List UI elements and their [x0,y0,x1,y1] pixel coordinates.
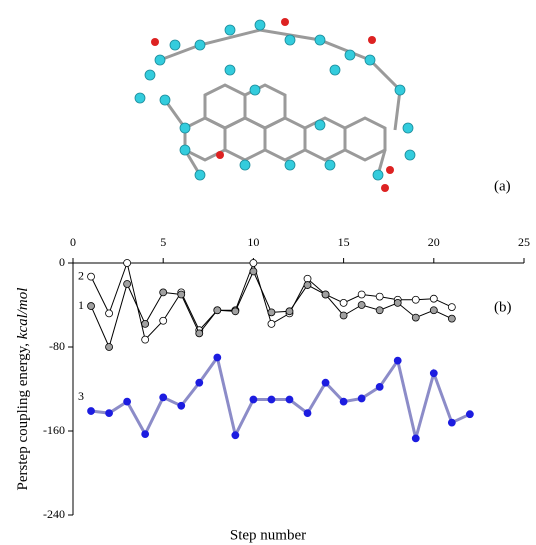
data-point [106,310,113,317]
series-label: 2 [78,268,84,282]
x-axis-label: Step number [230,527,306,543]
y-tick-label: -80 [49,339,65,353]
data-point [412,435,419,442]
y-axis-label-text: Perstep coupling energy, [15,339,31,490]
x-tick-label: 20 [428,235,440,249]
data-point [430,307,437,314]
data-point [340,398,347,405]
data-point [466,411,473,418]
panel-label: (b) [494,299,512,315]
data-point [394,357,401,364]
series-label: 3 [78,389,84,403]
data-point [448,304,455,311]
data-point [124,398,131,405]
data-point [304,282,311,289]
data-point [160,317,167,324]
data-point [106,410,113,417]
data-point [142,431,149,438]
data-point [232,308,239,315]
data-point [430,370,437,377]
data-point [394,299,401,306]
data-point [88,303,95,310]
data-point [160,394,167,401]
data-point [448,419,455,426]
data-point [142,320,149,327]
data-point [250,396,257,403]
data-point [268,396,275,403]
data-point [160,289,167,296]
data-point [214,354,221,361]
data-point [358,291,365,298]
molecule [160,30,400,175]
data-point [268,320,275,327]
data-point [124,281,131,288]
y-tick-label: -240 [43,507,65,521]
figure: (a) (b) Step number Perstep coupling ene… [0,0,536,545]
data-point [124,260,131,267]
data-point [286,308,293,315]
data-point [250,260,257,267]
panel-label: (a) [494,178,511,194]
data-point [340,299,347,306]
y-tick-label: 0 [59,255,65,269]
data-point [376,383,383,390]
data-point [214,307,221,314]
data-point [376,293,383,300]
y-axis-label: Perstep coupling energy, kcal/mol [15,288,31,491]
data-point [250,268,257,275]
data-point [142,336,149,343]
data-point [412,314,419,321]
data-point [286,396,293,403]
data-point [268,309,275,316]
data-point [430,295,437,302]
data-point [196,330,203,337]
data-point [358,302,365,309]
oxygen-atoms [151,18,394,192]
data-point [106,344,113,351]
data-point [178,402,185,409]
data-point [412,296,419,303]
data-point [196,379,203,386]
data-point [376,307,383,314]
x-tick-label: 5 [160,235,166,249]
x-tick-label: 25 [518,235,530,249]
data-point [88,273,95,280]
data-point [448,315,455,322]
series-line [91,358,470,439]
data-point [358,395,365,402]
data-point [322,291,329,298]
y-tick-label: -160 [43,423,65,437]
series-label: 1 [78,298,84,312]
x-tick-label: 0 [70,235,76,249]
data-point [322,379,329,386]
data-point [178,291,185,298]
data-point [340,312,347,319]
x-tick-label: 15 [338,235,350,249]
y-axis-label-unit: kcal/mol [15,288,31,340]
x-tick-label: 10 [247,235,259,249]
data-point [88,408,95,415]
data-point [304,410,311,417]
data-point [232,432,239,439]
